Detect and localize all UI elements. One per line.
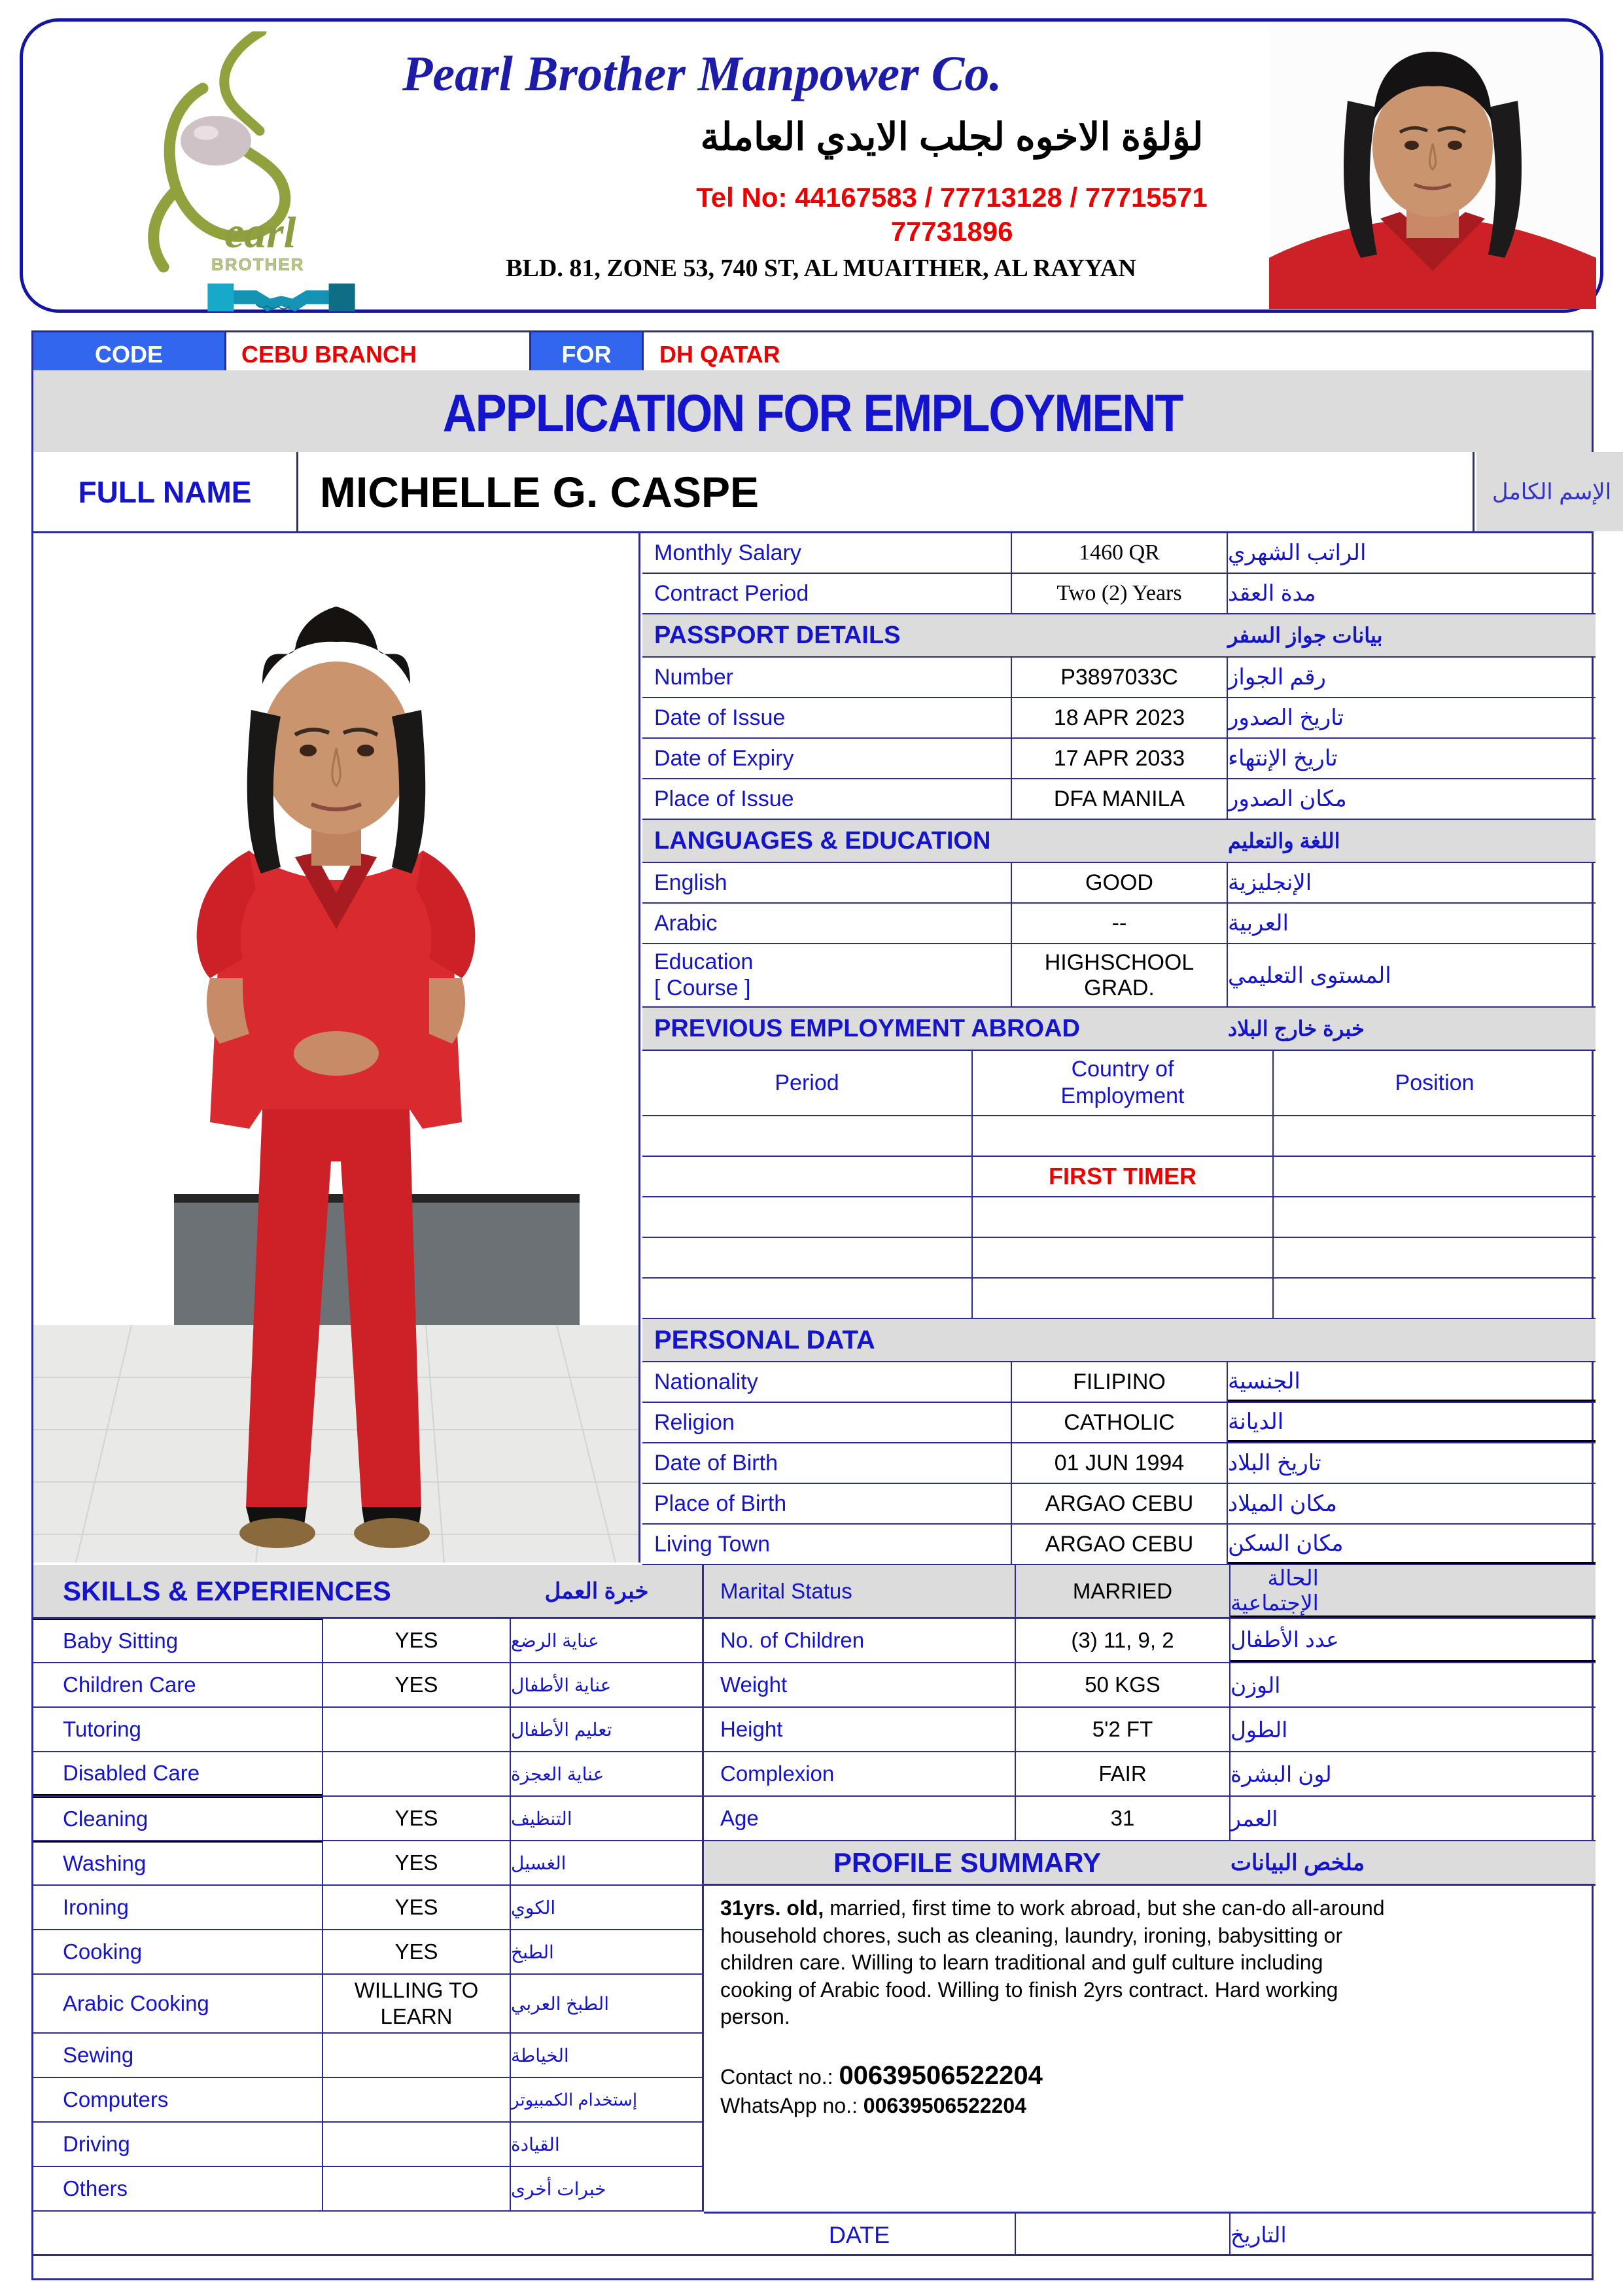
svg-text:BROTHER: BROTHER: [211, 255, 305, 274]
svg-text:earl: earl: [224, 207, 296, 257]
